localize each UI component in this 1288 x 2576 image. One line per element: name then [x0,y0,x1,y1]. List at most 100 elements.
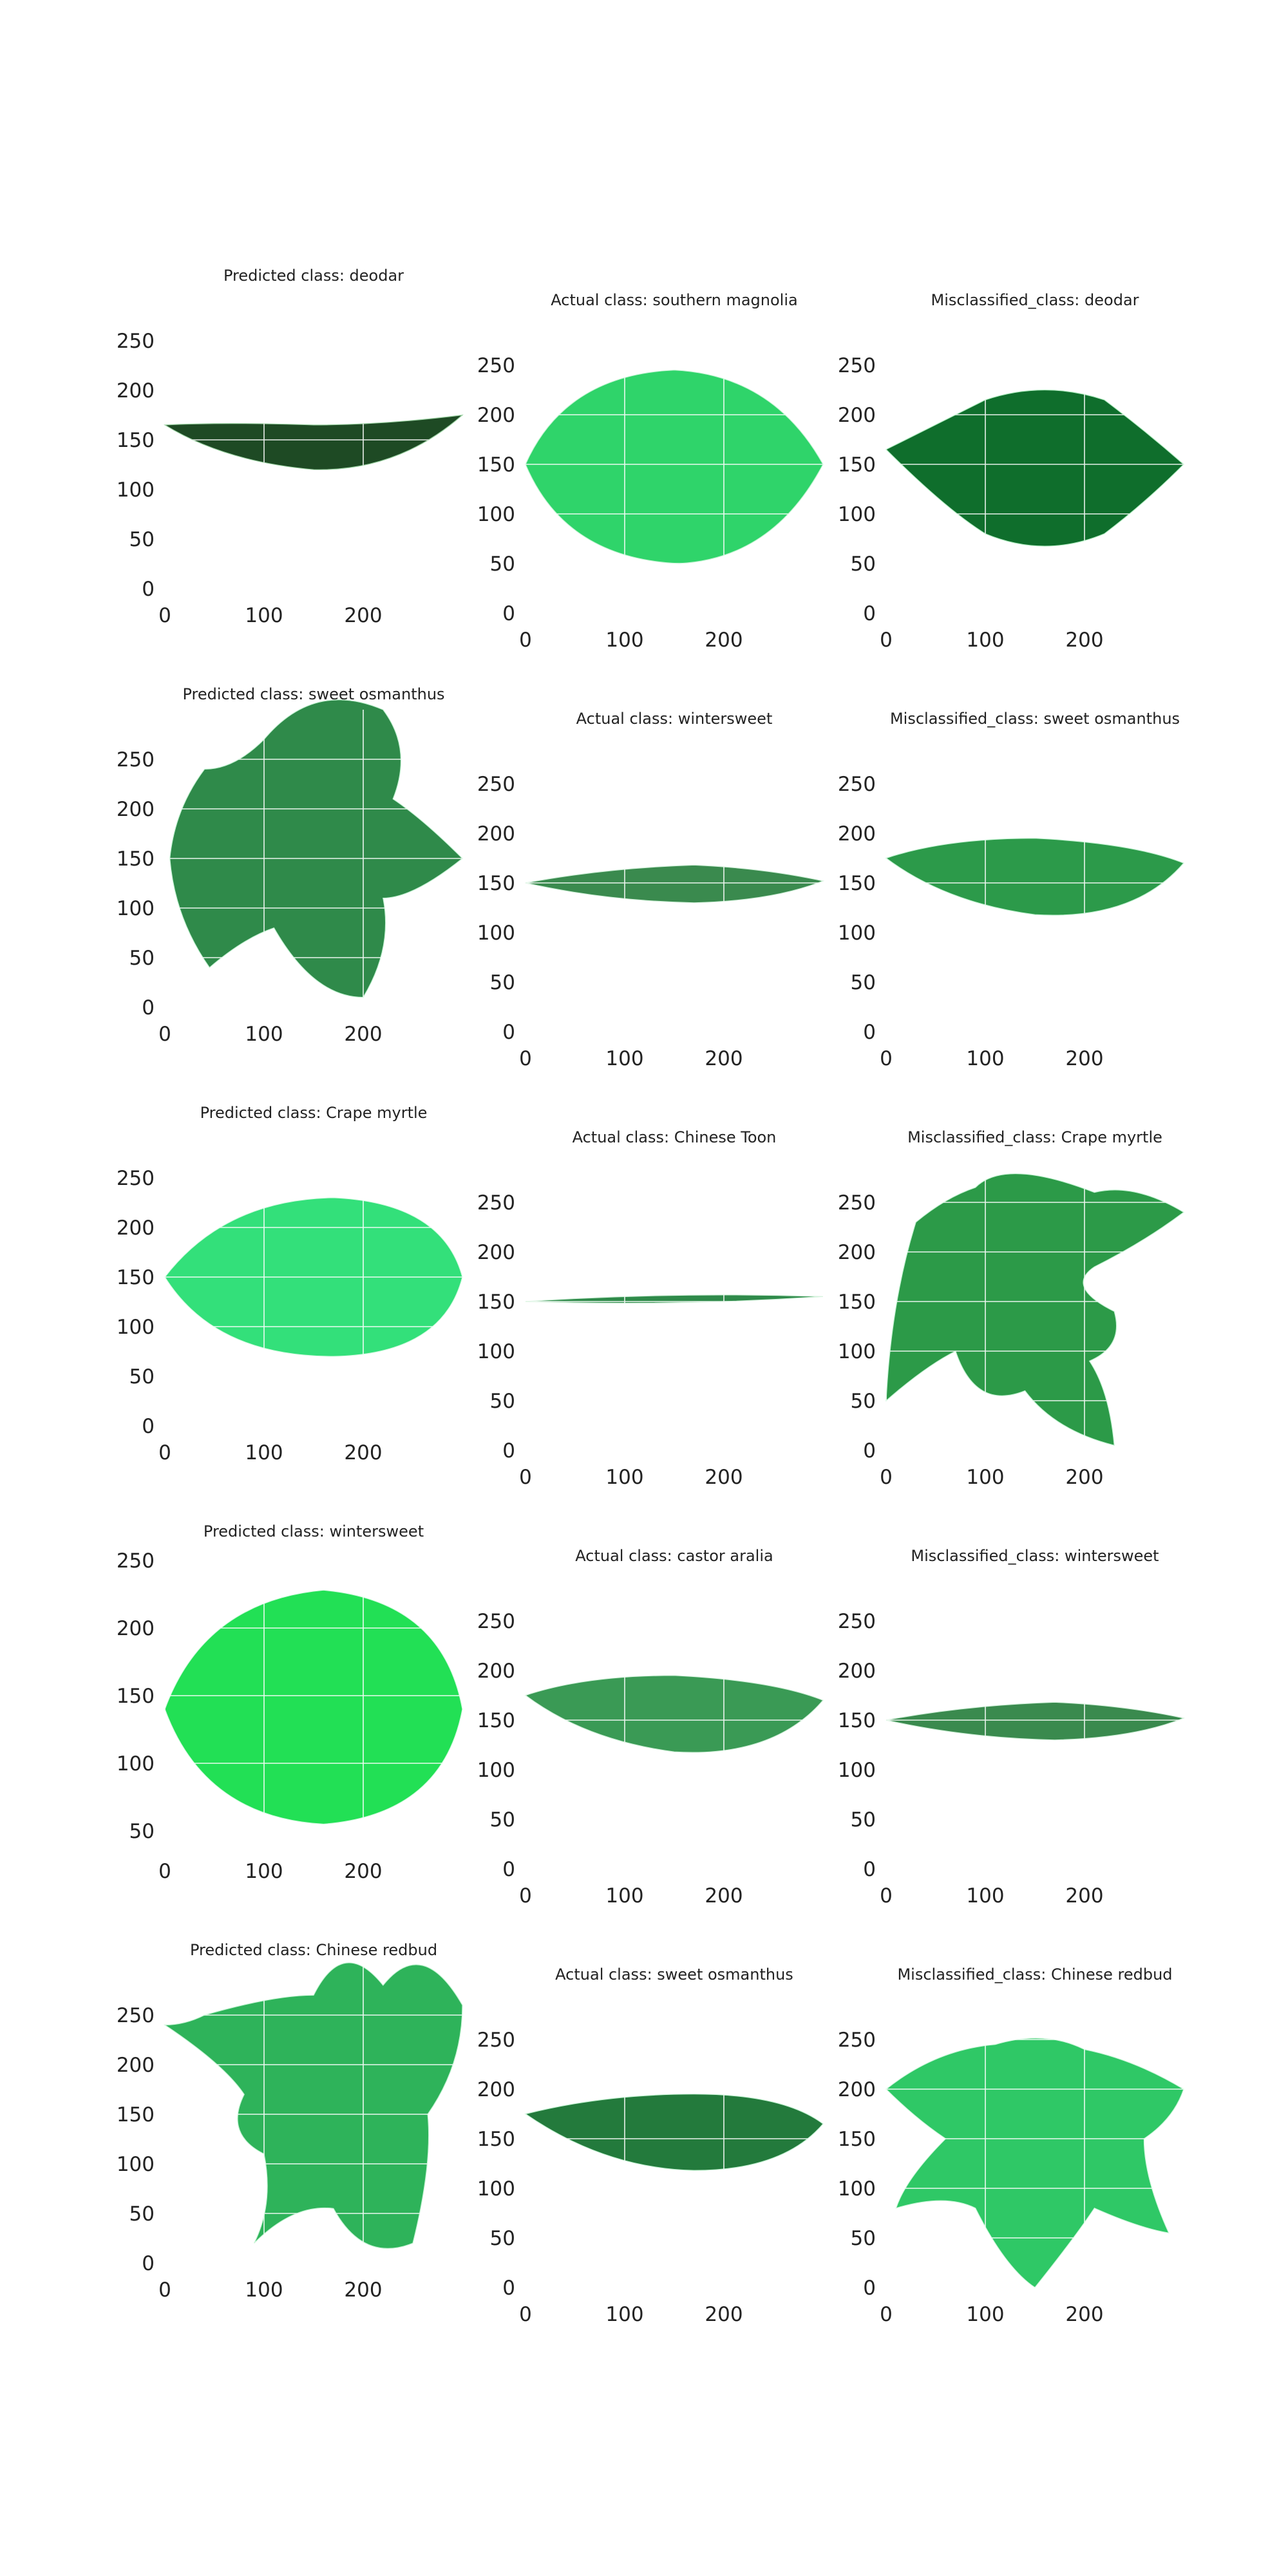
y-tick-label: 200 [838,1660,876,1683]
x-tick-label: 100 [605,1466,643,1489]
x-tick-label: 100 [605,629,643,652]
leaf-shape [526,865,823,903]
x-tick-label: 200 [344,1860,382,1883]
y-tick-label: 150 [117,848,155,871]
y-tick-label: 250 [477,2029,515,2052]
leaf-image-axes: Predicted class: Chinese redbud 0 100 200 0 5… [117,1941,475,2302]
grid-lines [886,390,1184,547]
panel-title: Actual class: wintersweet [576,710,773,728]
y-tick-label: 250 [477,1191,515,1215]
y-tick-label: 50 [490,2227,515,2250]
x-tick-label: 200 [344,1441,382,1464]
y-tick-label: 100 [838,1340,876,1363]
y-tick-label: 150 [477,1291,515,1314]
y-tick-label: 0 [863,1439,876,1463]
x-tick-label: 0 [880,1047,893,1070]
y-tick-label: 0 [142,2252,155,2275]
leaf-panel: Actual class: sweet osmanthus 0 100 200 0 50 1… [455,1951,836,2333]
leaf-image-axes: Actual class: southern magnolia 0 100 200 0 5… [477,291,836,652]
x-tick-label: 100 [966,1047,1004,1070]
y-tick-label: 50 [129,1365,155,1388]
y-tick-label: 100 [477,503,515,526]
y-tick-label: 150 [477,2128,515,2151]
y-tick-label: 0 [502,2277,515,2300]
y-tick-label: 150 [477,872,515,895]
panel-title: Misclassified_class: wintersweet [911,1547,1159,1565]
y-tick-label: 200 [838,822,876,846]
y-tick-label: 100 [838,2177,876,2201]
leaf-shape [886,390,1184,547]
y-tick-label: 0 [142,578,155,601]
x-tick-label: 100 [605,2303,643,2326]
x-tick-label: 200 [344,604,382,627]
y-tick-label: 200 [477,822,515,846]
leaf-image-axes: Predicted class: Crape myrtle 0 100 200 0 50 1… [117,1104,475,1464]
y-tick-label: 200 [477,404,515,427]
y-tick-label: 250 [117,748,155,772]
leaf-image-axes: Actual class: castor aralia 0 100 200 0 50 100… [477,1547,836,1908]
y-tick-label: 0 [142,1415,155,1438]
leaf-panel: Misclassified_class: Chinese redbud 0 100 2… [815,1951,1197,2333]
y-tick-label: 150 [838,2128,876,2151]
grid-lines [886,838,1184,916]
x-tick-label: 0 [519,1047,532,1070]
leaf-panel: Misclassified_class: deodar 0 100 200 0 50 100… [815,277,1197,658]
x-tick-label: 100 [966,2303,1004,2326]
leaf-panel: Misclassified_class: Crape myrtle 0 100 200… [815,1114,1197,1495]
y-tick-label: 100 [117,897,155,920]
leaf-image-axes: Misclassified_class: sweet osmanthus 0 100… [838,710,1197,1070]
y-tick-label: 250 [838,354,876,377]
y-tick-label: 250 [117,1549,155,1573]
x-tick-label: 200 [344,2278,382,2302]
leaf-image-axes: Misclassified_class: Crape myrtle 0 100 200… [838,1128,1197,1489]
y-tick-label: 250 [838,2029,876,2052]
leaf-image-axes: Actual class: sweet osmanthus 0 100 200 0 50 1… [477,1965,836,2326]
x-tick-label: 100 [245,1860,283,1883]
y-tick-label: 150 [477,1709,515,1732]
leaf-image-axes: Actual class: Chinese Toon 0 100 200 0 50 100 1… [477,1128,836,1489]
leaf-shape [886,1174,1184,1446]
y-tick-label: 250 [838,1191,876,1215]
x-tick-label: 100 [966,629,1004,652]
grid-lines [526,1294,823,1303]
leaf-panel: Predicted class: wintersweet 0 100 200 50 100… [94,1508,475,1889]
y-tick-label: 50 [851,2227,876,2250]
y-tick-label: 50 [129,528,155,551]
leaf-image-axes: Misclassified_class: Chinese redbud 0 100 2… [838,1965,1197,2326]
x-tick-label: 0 [158,604,171,627]
y-tick-label: 100 [117,1316,155,1339]
x-tick-label: 0 [880,1466,893,1489]
leaf-panel: Misclassified_class: sweet osmanthus 0 100… [815,696,1197,1077]
x-tick-label: 100 [245,1441,283,1464]
y-tick-label: 200 [477,1241,515,1264]
leaf-shape [165,1590,462,1824]
x-tick-label: 100 [605,1047,643,1070]
y-tick-label: 50 [129,1820,155,1843]
grid-lines [886,1702,1184,1740]
panel-title: Actual class: castor aralia [575,1547,773,1565]
y-tick-label: 0 [502,1439,515,1463]
y-tick-label: 0 [142,996,155,1019]
y-tick-label: 200 [117,798,155,821]
x-tick-label: 200 [705,1047,743,1070]
panel-title: Predicted class: Chinese redbud [190,1941,437,1959]
y-tick-label: 150 [477,453,515,477]
panel-title: Predicted class: wintersweet [204,1522,424,1540]
y-tick-label: 250 [477,354,515,377]
x-tick-label: 0 [158,1441,171,1464]
leaf-shape [165,415,462,470]
y-tick-label: 100 [838,922,876,945]
x-tick-label: 200 [344,1023,382,1046]
leaf-shape [886,1702,1184,1740]
y-tick-label: 150 [117,2103,155,2126]
x-tick-label: 0 [519,1466,532,1489]
x-tick-label: 0 [519,1884,532,1908]
y-tick-label: 100 [838,1759,876,1782]
y-tick-label: 50 [851,971,876,994]
panel-title: Predicted class: Crape myrtle [200,1104,428,1122]
grid-lines [526,2094,823,2171]
leaf-panel: Predicted class: Crape myrtle 0 100 200 0 50 1… [94,1090,475,1471]
leaf-image-axes: Misclassified_class: wintersweet 0 100 200 0… [838,1547,1197,1908]
y-tick-label: 200 [838,404,876,427]
